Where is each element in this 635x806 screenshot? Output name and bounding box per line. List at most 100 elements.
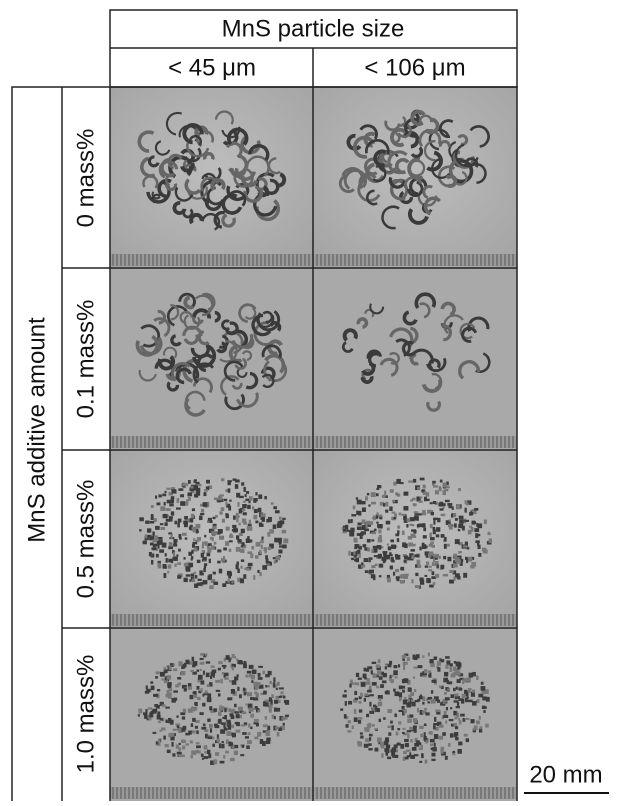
chip (458, 698, 464, 702)
chip (433, 742, 436, 747)
chip (196, 669, 200, 672)
chip (207, 693, 212, 699)
chip (345, 716, 349, 719)
chip (218, 568, 223, 574)
chip (284, 714, 290, 717)
chip (464, 519, 469, 522)
chip (372, 515, 376, 521)
chip (469, 125, 490, 148)
chip (225, 541, 230, 546)
chip (457, 559, 461, 564)
chip (278, 540, 282, 545)
column-label: < 106 μm (364, 54, 465, 81)
chip (267, 725, 271, 731)
chip (402, 658, 405, 661)
chip (250, 713, 254, 718)
chip (195, 742, 200, 745)
chip (157, 562, 161, 567)
chip (265, 731, 271, 736)
chip (455, 661, 461, 667)
chip (404, 117, 423, 138)
chip (182, 208, 194, 219)
chip (444, 697, 450, 701)
chip (458, 673, 464, 677)
chip (406, 702, 412, 708)
chip (416, 740, 420, 745)
chip (430, 747, 434, 751)
chip (219, 760, 225, 764)
chip (166, 381, 180, 392)
chip (192, 541, 198, 545)
chip (394, 754, 399, 759)
chip (395, 568, 400, 573)
chip (170, 334, 182, 347)
chip (349, 531, 355, 537)
chip (440, 746, 445, 750)
row-label: 1.0 mass% (72, 655, 99, 774)
chip (446, 679, 449, 685)
chip (482, 547, 485, 552)
chip (406, 556, 411, 561)
chip (259, 739, 264, 745)
chip (394, 513, 397, 518)
chip (454, 557, 460, 562)
chip (409, 714, 414, 718)
chip (411, 701, 416, 707)
chip (183, 523, 188, 528)
chip (353, 135, 376, 159)
chip (457, 576, 461, 580)
chip (417, 487, 421, 490)
chip (243, 486, 246, 492)
chip (166, 675, 172, 680)
chip (189, 487, 194, 492)
photo-background (313, 268, 517, 450)
chip (229, 571, 232, 577)
chip (189, 135, 202, 146)
chip (425, 492, 430, 497)
chip (177, 682, 181, 686)
chip (450, 673, 456, 678)
chip (193, 547, 198, 552)
chip (219, 706, 225, 710)
chip (237, 568, 240, 573)
chip (410, 533, 416, 538)
chip (245, 498, 251, 502)
chip (439, 659, 445, 663)
chip (275, 707, 281, 712)
chip (447, 742, 451, 747)
chip (183, 562, 189, 567)
chip (374, 674, 379, 678)
chip (196, 528, 199, 534)
chip (224, 393, 245, 411)
chip (439, 501, 444, 506)
chip (360, 375, 374, 384)
chip (171, 362, 191, 382)
chip (168, 558, 173, 563)
chip (176, 725, 180, 729)
photo (110, 268, 313, 450)
chip (149, 536, 155, 541)
chip (417, 513, 422, 516)
chip (215, 689, 221, 692)
chip (182, 745, 186, 750)
chip (453, 661, 457, 664)
chip (402, 689, 405, 693)
chip (145, 709, 148, 714)
chip (139, 529, 142, 532)
chip (441, 323, 452, 342)
chip (264, 353, 286, 374)
chip (210, 760, 215, 765)
chip (166, 499, 171, 504)
chip (463, 733, 468, 737)
chip (444, 573, 449, 577)
chip (225, 514, 229, 519)
chip (440, 534, 445, 538)
chip (163, 735, 166, 740)
chip (217, 549, 222, 553)
chip (187, 480, 191, 484)
chip (223, 360, 244, 382)
chip (384, 691, 390, 695)
chip (428, 543, 433, 547)
chip (162, 513, 168, 519)
chip (434, 716, 437, 722)
